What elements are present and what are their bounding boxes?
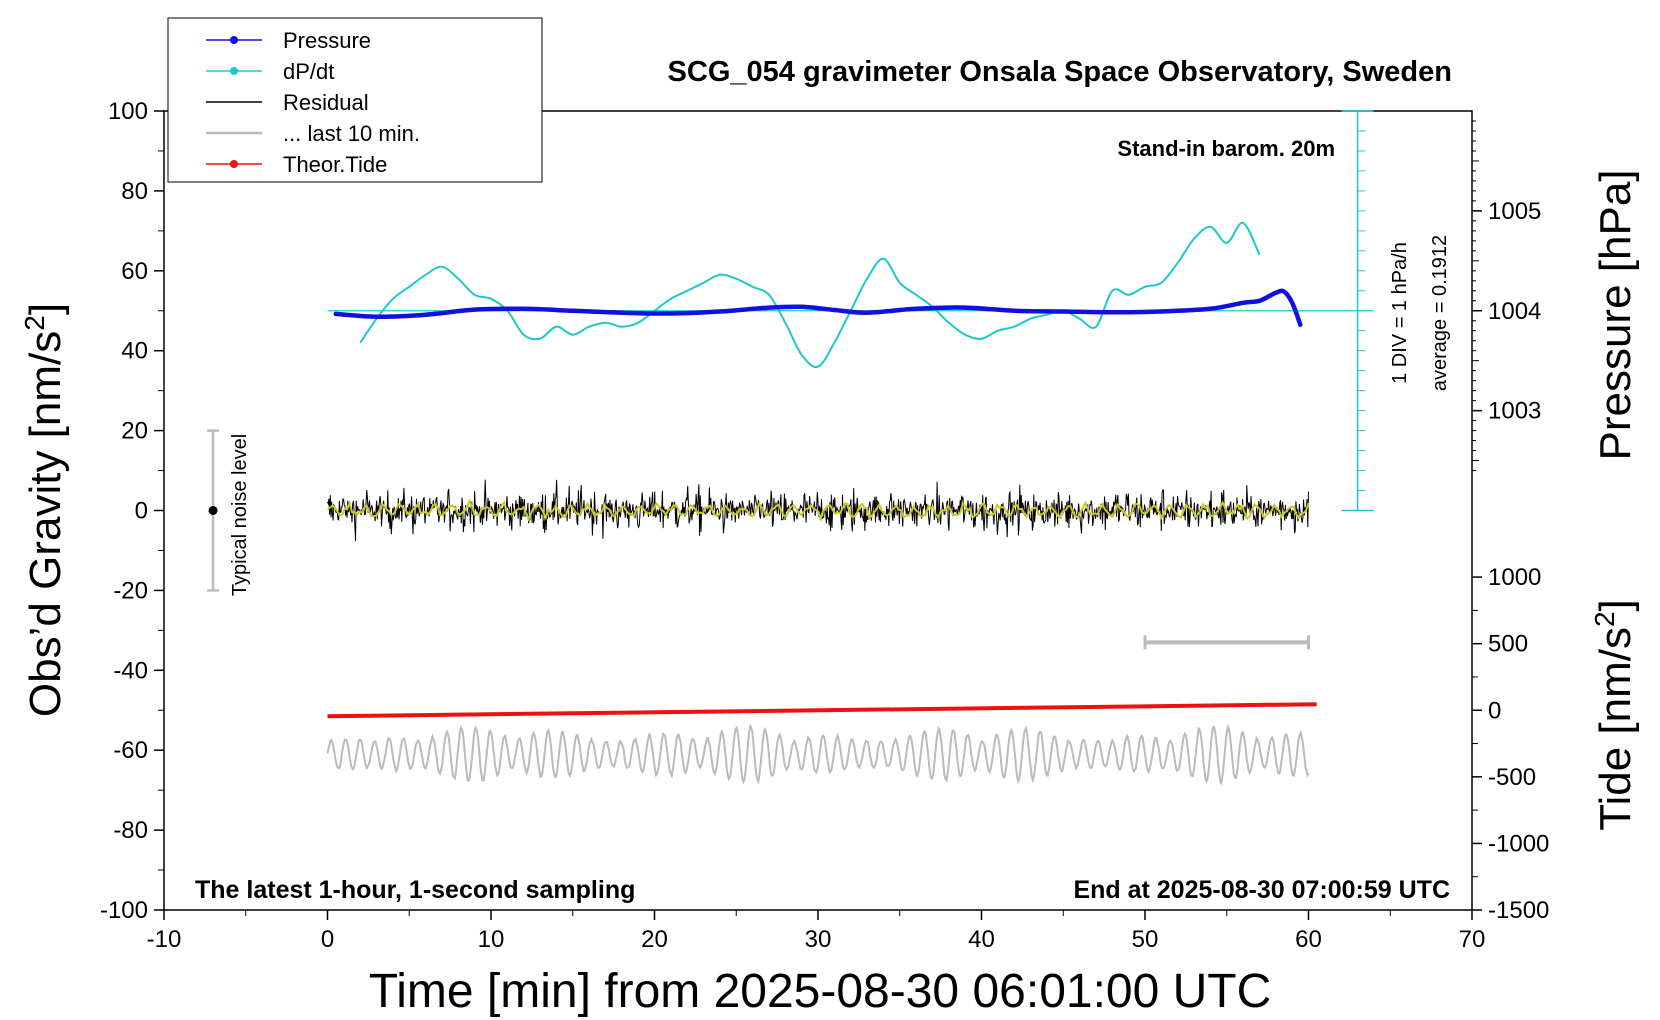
x-tick-label: 70 bbox=[1459, 926, 1486, 953]
y-tick-label: -60 bbox=[113, 737, 148, 764]
barometer-annotation: Stand-in barom. 20m bbox=[1117, 136, 1335, 161]
y-tick-label: 40 bbox=[121, 338, 148, 365]
tide-tick-label: -500 bbox=[1488, 764, 1536, 791]
legend-items: Pressure dP/dt Residual ... last 10 min. The… bbox=[206, 28, 420, 177]
legend-label: dP/dt bbox=[283, 59, 334, 84]
tide-tick-label: 500 bbox=[1488, 631, 1528, 658]
y-tick-label: 100 bbox=[108, 98, 148, 125]
x-axis-title: Time [min] from 2025-08-30 06:01:00 UTC bbox=[369, 965, 1272, 1018]
x-tick-label: 40 bbox=[968, 926, 995, 953]
chart-title: SCG_054 gravimeter Onsala Space Observat… bbox=[668, 56, 1452, 88]
tide-tick-label: 0 bbox=[1488, 697, 1501, 724]
last-10-min-series bbox=[326, 723, 1310, 786]
y-axis-title-main: Obs’d Gravity [nm/s2] bbox=[19, 303, 70, 717]
legend-label: Theor.Tide bbox=[283, 152, 387, 177]
x-tick-label: 30 bbox=[805, 926, 832, 953]
y-axis-title-main-sup: 2 bbox=[19, 315, 50, 331]
legend-marker bbox=[230, 160, 238, 168]
x-tick-label: 0 bbox=[321, 926, 334, 953]
y-tick-label: 0 bbox=[135, 498, 148, 525]
y-tick-label: -80 bbox=[113, 817, 148, 844]
y-axis-title-tide-close: ] bbox=[1591, 599, 1640, 611]
y-tick-label: 20 bbox=[121, 418, 148, 445]
y-axis-title-pressure: Pressure [hPa] bbox=[1591, 169, 1640, 460]
legend-marker bbox=[230, 36, 238, 44]
legend-label: Residual bbox=[283, 90, 369, 115]
dpdt-average-label: average = 0.1912 bbox=[1429, 235, 1451, 391]
y-axis-title-main-text: Obs’d Gravity [nm/s bbox=[21, 331, 70, 717]
legend-label: ... last 10 min. bbox=[283, 121, 420, 146]
x-tick-label: 50 bbox=[1132, 926, 1159, 953]
dpdt-series bbox=[359, 221, 1261, 369]
dpdt-div-label: 1 DIV = 1 hPa/h bbox=[1389, 242, 1411, 384]
y-tick-label: 80 bbox=[121, 178, 148, 205]
y-axis-title-tide-sup: 2 bbox=[1589, 611, 1620, 627]
end-annotation: End at 2025-08-30 07:00:59 UTC bbox=[1073, 876, 1450, 904]
legend: Pressure dP/dt Residual ... last 10 min. The… bbox=[167, 17, 543, 183]
legend-marker bbox=[230, 67, 238, 75]
tide-tick-label: -1500 bbox=[1488, 897, 1549, 924]
pressure-tick-label: 1004 bbox=[1488, 298, 1541, 325]
legend-box bbox=[167, 17, 543, 183]
pressure-tick-label: 1003 bbox=[1488, 398, 1541, 425]
x-tick-label: 10 bbox=[478, 926, 505, 953]
x-tick-label: 60 bbox=[1295, 926, 1322, 953]
y-axis-title-tide-text: Tide [nm/s bbox=[1591, 627, 1640, 831]
y-tick-label: -40 bbox=[113, 657, 148, 684]
theor-tide-series bbox=[327, 702, 1317, 719]
legend-label: Pressure bbox=[283, 28, 371, 53]
noise-bar-center-dot bbox=[208, 506, 218, 515]
tide-tick-label: -1000 bbox=[1488, 830, 1549, 857]
x-tick-label: 20 bbox=[641, 926, 668, 953]
noise-label: Typical noise level bbox=[229, 434, 251, 596]
tide-tick-label: 1000 bbox=[1488, 564, 1541, 591]
y-axis-title-main-close: ] bbox=[21, 303, 70, 315]
x-tick-label: -10 bbox=[147, 926, 182, 953]
plot-layer: -10 0 10 20 30 40 50 60 70-100-80-60-40-20020406… bbox=[100, 98, 1549, 953]
residual-smoothed-series bbox=[326, 498, 1310, 522]
y-tick-label: -100 bbox=[100, 897, 148, 924]
pressure-tick-label: 1005 bbox=[1488, 198, 1541, 225]
y-tick-label: -20 bbox=[113, 577, 148, 604]
pressure-series bbox=[333, 288, 1303, 327]
y-axis-title-tide: Tide [nm/s2] bbox=[1589, 599, 1640, 831]
latest-annotation: The latest 1-hour, 1-second sampling bbox=[195, 876, 635, 904]
y-tick-label: 60 bbox=[121, 258, 148, 285]
